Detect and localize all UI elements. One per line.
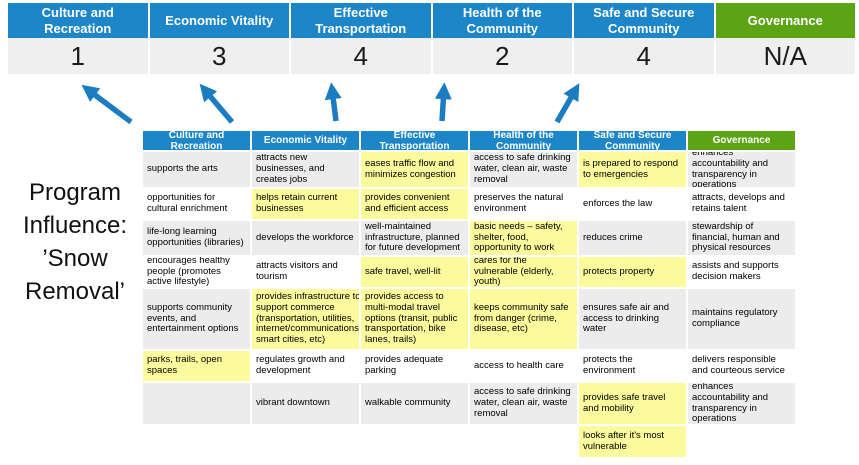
matrix-cell-r7-c4-access-to-safe-drinking: access to safe drinking water, clean air…: [470, 383, 577, 424]
matrix-cell-r3-c2-develops-the-workforce: develops the workforce: [252, 221, 359, 255]
matrix-cell-r3-c5-reduces-crime: reduces crime: [579, 221, 686, 255]
arrow-safe-up-arrow-icon: [554, 83, 580, 124]
matrix-cell-r1-c1-supports-the-arts: supports the arts: [143, 152, 250, 187]
matrix-cell-r6-c6-delivers-responsible-and-courteous: delivers responsible and courteous servi…: [688, 351, 795, 381]
banner-header-safe-and-secure-community: Safe and Secure Community: [574, 3, 714, 38]
arrow-health-up-arrow-icon: [434, 82, 452, 122]
matrix-cell-r6-c5-protects-the-environment: protects the environment: [579, 351, 686, 381]
matrix-cell-r4-c3-safe-travel-well-lit: safe travel, well-lit: [361, 257, 468, 287]
matrix-cell-r7-c1: [143, 383, 250, 424]
banner-header-economic-vitality: Economic Vitality: [149, 3, 289, 38]
matrix-cell-r5-c4-keeps-community-safe-from: keeps community safe from danger (crime,…: [470, 289, 577, 349]
program-influence-title: Program Influence: ’Snow Removal’: [22, 179, 128, 306]
matrix-cell-r6-c1-parks-trails-open-spaces: parks, trails, open spaces: [143, 351, 250, 381]
matrix-header-culture-and-recreation: Culture and Recreation: [143, 130, 250, 152]
matrix-cell-r4-c5-protects-property: protects property: [579, 257, 686, 287]
matrix-cell-r1-c5-is-prepared-to-respond: is prepared to respond to emergencies: [579, 152, 686, 187]
matrix-cell-r2-c1-opportunities-for-cultural-enrichment: opportunities for cultural enrichment: [143, 189, 250, 219]
banner-score-economic-vitality: 3: [149, 38, 289, 74]
matrix-cell-r5-c3-provides-access-to-multi: provides access to multi-modal travel op…: [361, 289, 468, 349]
arrow-transportation-up-arrow-icon: [324, 82, 342, 122]
matrix-cell-r2-c2-helps-retain-current-businesses: helps retain current businesses: [252, 189, 359, 219]
matrix-cell-r2-c4-preserves-the-natural-environment: preserves the natural environment: [470, 189, 577, 219]
banner-score-culture-and-recreation: 1: [8, 38, 148, 74]
matrix-cell-r8-c4: [470, 426, 577, 457]
banner-score-governance: N/A: [715, 38, 855, 74]
matrix-cell-r4-c1-encourages-healthy-people-promotes: encourages healthy people (promotes acti…: [143, 257, 250, 287]
matrix-cell-r2-c5-enforces-the-law: enforces the law: [579, 189, 686, 219]
matrix-cell-r4-c6-assists-and-supports-decision: assists and supports decision makers: [688, 257, 795, 287]
influence-matrix-table: Culture and Recreation Economic Vitality E…: [143, 130, 795, 457]
banner: Culture and Recreation Economic Vitality E…: [8, 3, 855, 74]
matrix-cell-r4-c4-cares-for-the-vulnerable: cares for the vulnerable (elderly, youth…: [470, 257, 577, 287]
banner-score-effective-transportation: 4: [291, 38, 431, 74]
banner-score-health-of-the-community: 2: [432, 38, 572, 74]
matrix-cell-r2-c6-attracts-develops-and-retains: attracts, develops and retains talent: [688, 189, 795, 219]
matrix-cell-r5-c2-provides-infrastructure-to-support: provides infrastructure to support comme…: [252, 289, 359, 349]
arrow-economic-up-arrow-icon: [199, 83, 235, 124]
matrix-cell-r8-c3: [361, 426, 468, 457]
matrix-cell-r8-c6: [688, 426, 795, 457]
matrix-cell-r5-c1-supports-community-events-and: supports community events, and entertain…: [143, 289, 250, 349]
matrix-cell-r7-c3-walkable-community: walkable community: [361, 383, 468, 424]
matrix-cell-r3-c1-life-long-learning-opportunities: life-long learning opportunities (librar…: [143, 221, 250, 255]
matrix-cell-r8-c2: [252, 426, 359, 457]
banner-header-effective-transportation: Effective Transportation: [291, 3, 431, 38]
banner-header-culture-and-recreation: Culture and Recreation: [8, 3, 148, 38]
matrix-header-safe-and-secure-community: Safe and Secure Community: [579, 130, 686, 152]
arrow-culture-up-arrow-icon: [81, 84, 133, 125]
matrix-cell-r7-c5-provides-safe-travel-and: provides safe travel and mobility: [579, 383, 686, 424]
matrix-cell-r1-c2-attracts-new-businesses-and: attracts new businesses, and creates job…: [252, 152, 359, 187]
matrix-cell-r6-c3-provides-adequate-parking: provides adequate parking: [361, 351, 468, 381]
matrix-cell-r3-c4-basic-needs-safety-shelter: basic needs – safety, shelter, food, opp…: [470, 221, 577, 255]
matrix-cell-r6-c4-access-to-health-care: access to health care: [470, 351, 577, 381]
matrix-cell-r1-c6-enhances-accountability-and-transparency: enhances accountability and transparency…: [688, 152, 795, 187]
matrix-cell-r5-c5-ensures-safe-air-and: ensures safe air and access to drinking …: [579, 289, 686, 349]
matrix-cell-r7-c2-vibrant-downtown: vibrant downtown: [252, 383, 359, 424]
matrix-cell-r1-c3-eases-traffic-flow-and: eases traffic flow and minimizes congest…: [361, 152, 468, 187]
matrix-cell-r8-c1: [143, 426, 250, 457]
matrix-header-effective-transportation: Effective Transportation: [361, 130, 468, 152]
matrix-cell-r5-c6-maintains-regulatory-compliance: maintains regulatory compliance: [688, 289, 795, 349]
matrix-cell-r6-c2-regulates-growth-and-development: regulates growth and development: [252, 351, 359, 381]
matrix-cell-r2-c3-provides-convenient-and-efficient: provides convenient and efficient access: [361, 189, 468, 219]
matrix-cell-r1-c4-access-to-safe-drinking: access to safe drinking water, clean air…: [470, 152, 577, 187]
matrix-header-health-of-the-community: Health of the Community: [470, 130, 577, 152]
matrix-cell-r3-c6-stewardship-of-financial-human: stewardship of financial, human and phys…: [688, 221, 795, 255]
matrix-header-governance: Governance: [688, 131, 795, 150]
matrix-cell-r7-c6-enhances-accountability-and-transparency: enhances accountability and transparency…: [688, 383, 795, 424]
banner-score-safe-and-secure-community: 4: [574, 38, 714, 74]
matrix-header-economic-vitality: Economic Vitality: [252, 131, 359, 150]
banner-header-governance: Governance: [715, 3, 855, 38]
matrix-cell-r4-c2-attracts-visitors-and-tourism: attracts visitors and tourism: [252, 257, 359, 287]
banner-header-health-of-the-community: Health of the Community: [432, 3, 572, 38]
matrix-cell-r8-c5-looks-after-it-s: looks after it's most vulnerable: [579, 426, 686, 457]
matrix-cell-r3-c3-well-maintained-infrastructure-planned: well-maintained infrastructure, planned …: [361, 221, 468, 255]
